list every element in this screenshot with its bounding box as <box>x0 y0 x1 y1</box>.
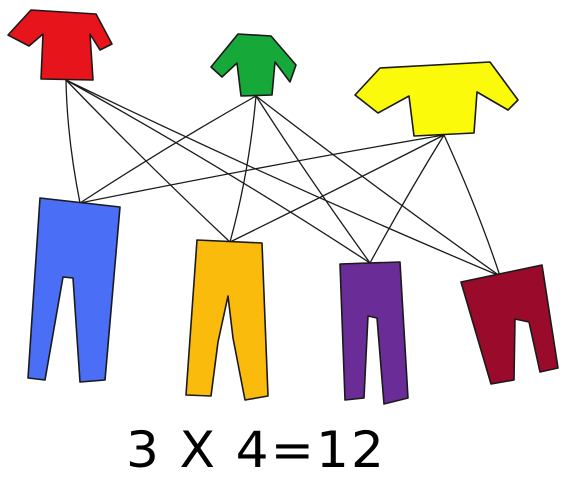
purple-pants <box>339 261 409 405</box>
orange-pants <box>185 239 269 401</box>
link-green-shirt-maroon-pants <box>255 95 501 277</box>
green-shirt <box>210 33 297 97</box>
link-red-shirt-maroon-pants <box>65 79 501 277</box>
shirts-row <box>7 9 519 137</box>
link-red-shirt-orange-pants <box>65 79 231 243</box>
link-yellow-shirt-blue-pants <box>79 134 445 204</box>
connection-lines <box>65 79 501 277</box>
pants-row <box>27 197 559 405</box>
link-red-shirt-purple-pants <box>65 79 371 264</box>
yellow-shirt <box>354 61 519 137</box>
link-yellow-shirt-purple-pants <box>369 134 445 264</box>
red-shirt <box>7 9 113 81</box>
maroon-pants <box>460 264 559 385</box>
blue-pants <box>27 197 121 383</box>
link-green-shirt-purple-pants <box>255 95 371 264</box>
link-yellow-shirt-orange-pants <box>229 134 445 243</box>
link-green-shirt-blue-pants <box>79 95 257 204</box>
link-red-shirt-blue-pants <box>65 79 81 204</box>
equation-text: 3 X 4=12 <box>126 421 386 479</box>
link-yellow-shirt-maroon-pants <box>443 134 501 277</box>
